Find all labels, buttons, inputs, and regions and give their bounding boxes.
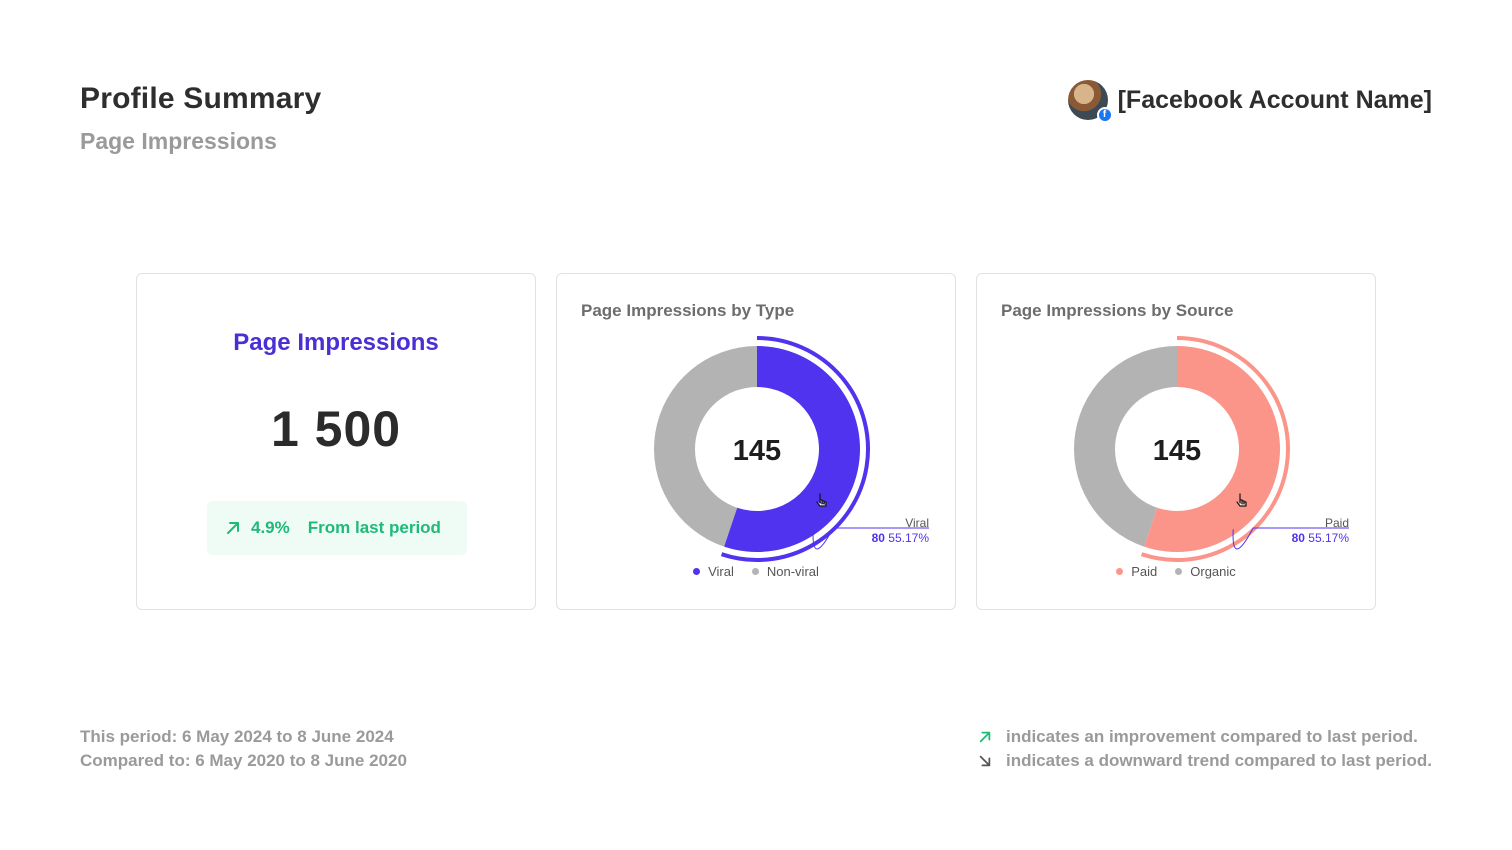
legend-item-non-viral[interactable]: Non-viral [751,564,819,579]
legend-item-organic[interactable]: Organic [1175,564,1236,579]
header: Profile Summary Page Impressions [80,82,321,155]
callout-line [812,527,929,550]
account-info: f [Facebook Account Name] [1067,80,1432,123]
legend-dot [1175,568,1183,575]
avatar: f [1067,80,1113,123]
account-name: [Facebook Account Name] [1117,85,1432,114]
trend-legend-up: indicates an improvement compared to las… [978,725,1432,749]
legend-dot [1116,568,1124,575]
trend-legend-down: indicates a downward trend compared to l… [978,749,1432,773]
trend-percent: 4.9% [251,518,290,537]
legend-dot [693,568,701,575]
chart-legend: Paid Organic [977,564,1375,579]
compared-to: Compared to: 6 May 2020 to 8 June 2020 [80,751,407,770]
page-subtitle: Page Impressions [80,128,277,154]
hover-highlight-arc [1140,336,1290,562]
arrow-down-right-icon [979,755,991,767]
arrow-up-right-icon [227,522,239,534]
period-info: This period: 6 May 2024 to 8 June 2024 C… [80,725,407,773]
kpi-label: Page Impressions [233,329,439,356]
donut-center-total: 145 [733,435,781,467]
donut-slice-non-viral[interactable] [654,346,757,547]
legend-label: Non-viral [766,564,819,579]
facebook-icon: f [1096,107,1113,123]
type-chart-card: Page Impressions by Type 145 Viral 80 55.1… [556,273,956,610]
callout-label: Paid [1325,516,1349,530]
callout-label: Viral [905,516,929,530]
chart-title: Page Impressions by Source [1001,301,1234,320]
kpi-value: 1 500 [270,401,402,457]
trend-legend: indicates an improvement compared to las… [978,725,1432,773]
page-title: Profile Summary [80,82,322,115]
trend-badge: 4.9% From last period [207,501,467,555]
chart-title: Page Impressions by Type [581,301,795,320]
trend-legend-down-text: indicates a downward trend compared to l… [1005,751,1432,770]
legend-item-paid[interactable]: Paid [1116,564,1157,579]
trend-legend-up-text: indicates an improvement compared to las… [1005,727,1418,746]
donut-slice-organic[interactable] [1074,346,1177,547]
donut-center-total: 145 [1153,435,1201,467]
this-period: This period: 6 May 2024 to 8 June 2024 [80,727,394,746]
legend-dot [751,568,759,575]
donut-slice-viral[interactable] [724,346,861,552]
source-chart-card: Page Impressions by Source 145 Paid 80 55.… [976,273,1376,610]
callout-value: 80 55.17% [872,531,930,545]
hover-highlight-arc [720,336,870,562]
legend-label: Paid [1131,564,1158,579]
legend-label: Organic [1190,564,1236,579]
callout-line [1232,527,1349,550]
callout-value: 80 55.17% [1292,531,1350,545]
kpi-card: Page Impressions 1 500 4.9% From last pe… [136,273,536,610]
trend-text: From last period [307,518,441,537]
arrow-up-right-icon [979,731,991,743]
donut-slice-paid[interactable] [1144,346,1280,552]
legend-label: Viral [708,564,734,579]
hand-cursor-icon [816,493,827,507]
chart-legend: Viral Non-viral [557,564,955,579]
legend-item-viral[interactable]: Viral [693,564,734,579]
hand-cursor-icon [1236,493,1247,507]
